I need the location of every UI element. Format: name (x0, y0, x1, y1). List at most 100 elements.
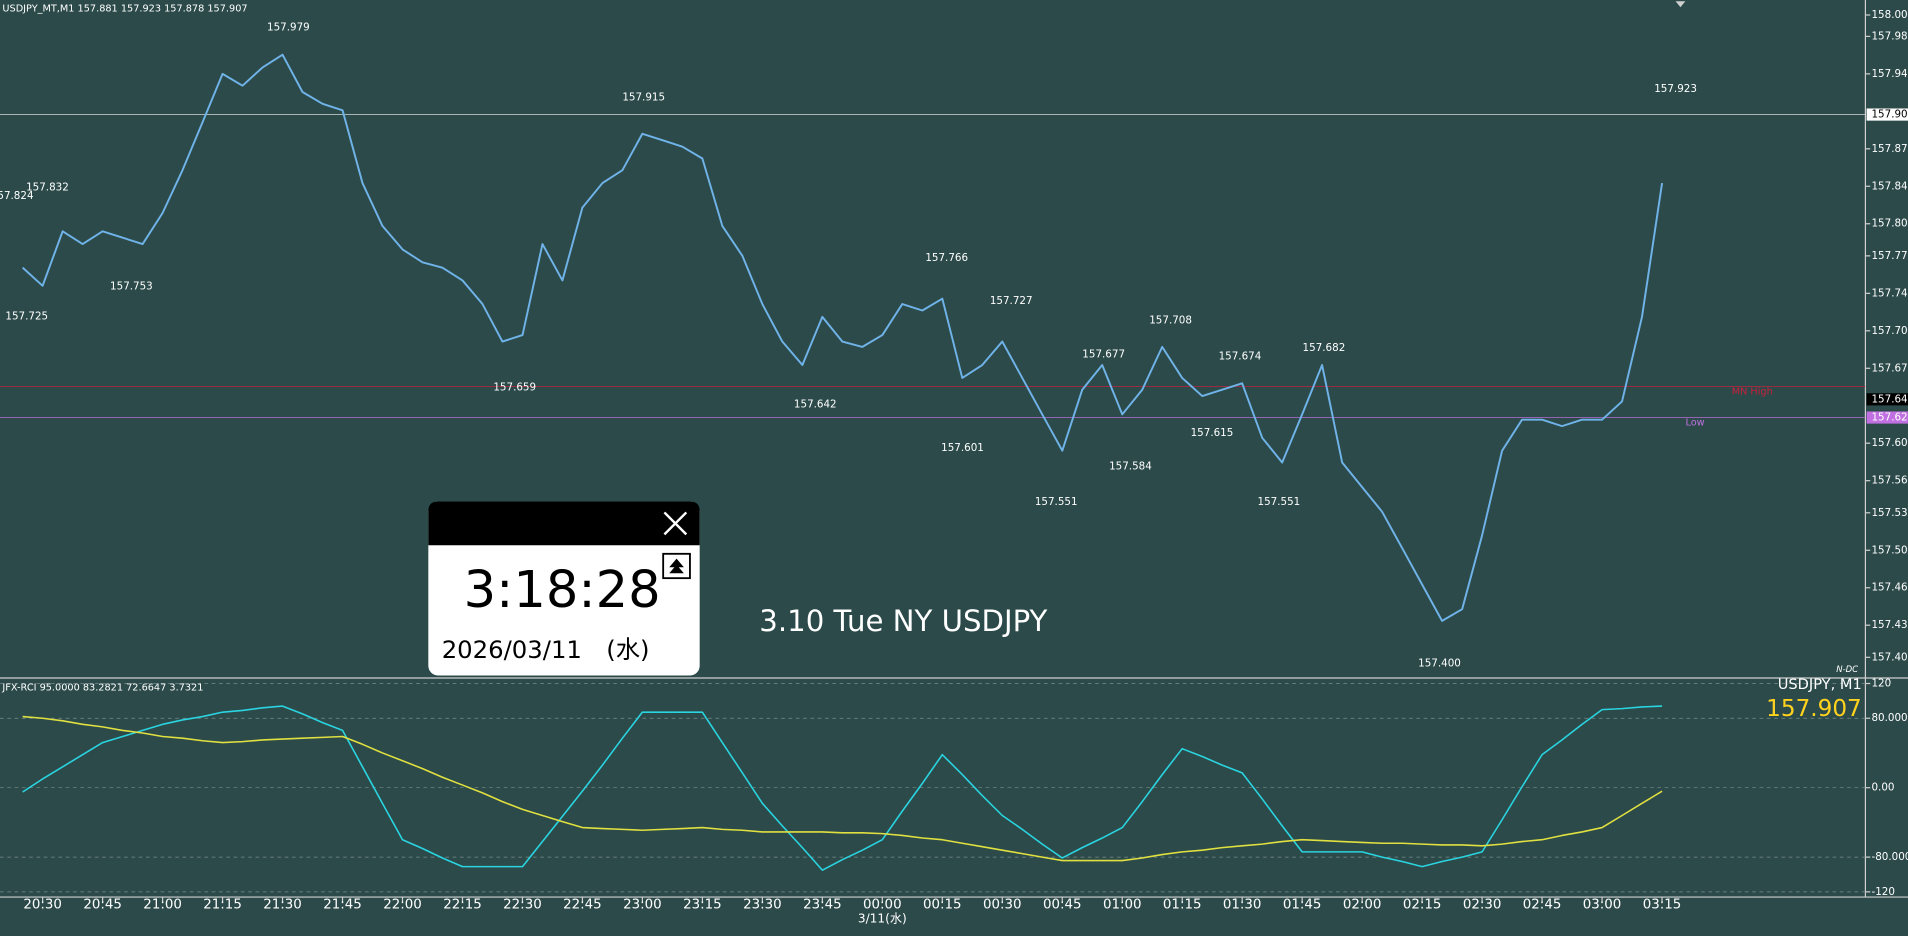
indicator-header: JFX-RCI 95.0000 83.2821 72.6647 3.7321 (1, 683, 203, 694)
level-label: Low (1685, 417, 1704, 428)
price-annotation: 157.766 (925, 252, 968, 264)
y-tick-label: 157.430 (1871, 619, 1908, 631)
clock-popup: 3:18:28 2026/03/11 (水) (428, 501, 700, 676)
y-tick-label: 120 (1871, 678, 1891, 690)
y-tick-label: 157.565 (1871, 475, 1908, 487)
x-tick-label: 00:00 (863, 897, 902, 912)
y-tick-label: 157.775 (1871, 250, 1908, 262)
popup-header (428, 501, 700, 546)
clock-time: 3:18:28 (464, 561, 661, 620)
price-annotation: 157.659 (493, 381, 536, 393)
price-annotation: 157.615 (1191, 427, 1234, 439)
x-tick-label: 01:45 (1283, 897, 1322, 912)
level-label: MN High (1732, 386, 1773, 397)
x-tick-label: 01:00 (1103, 897, 1142, 912)
last-price: 157.907 (1766, 696, 1862, 722)
date-label: 3/11(水) (858, 911, 907, 925)
pin-icon[interactable] (662, 552, 691, 580)
y-tick-label: 157.945 (1871, 68, 1908, 80)
y-tick-label: 157.980 (1871, 30, 1908, 42)
x-tick-label: 21:45 (323, 897, 362, 912)
series-line (21, 53, 1664, 622)
price-marker (1866, 393, 1908, 406)
y-tick-label: 157.600 (1871, 437, 1908, 449)
price-annotation: 157.601 (941, 442, 984, 454)
price-annotation: 157.727 (990, 295, 1033, 307)
x-tick-label: 00:30 (983, 897, 1022, 912)
symbol-label: USDJPY, M1 (1778, 676, 1862, 693)
y-tick-label: 157.400 (1871, 651, 1908, 663)
x-tick-label: 22:15 (443, 897, 482, 912)
x-tick-label: 20:45 (83, 897, 122, 912)
y-tick-label: 157.875 (1871, 143, 1908, 155)
x-tick-label: 21:30 (263, 897, 302, 912)
series-line (22, 705, 1663, 871)
clock-date: 2026/03/11 (水) (442, 635, 650, 664)
price-annotation: 157.682 (1303, 342, 1346, 354)
price-annotation: 157.551 (1258, 496, 1301, 508)
y-tick-label: 80.0000 (1871, 712, 1908, 724)
plot-layer: 158.000 157.980 157.945 157.875 157.840 157.8… (0, 9, 1908, 925)
price-annotation: 157.915 (622, 91, 665, 103)
x-tick-label: 02:00 (1343, 897, 1382, 912)
price-annotation: 157.551 (1035, 496, 1078, 508)
x-tick-label: 23:00 (623, 897, 662, 912)
x-tick-label: 00:45 (1043, 897, 1082, 912)
x-tick-label: 23:45 (803, 897, 842, 912)
x-tick-label: 02:15 (1403, 897, 1442, 912)
logo: N-DC (1836, 665, 1858, 675)
y-tick-label: -80.0000 (1871, 851, 1908, 863)
price-annotation: 157.584 (1109, 460, 1152, 472)
price-annotation: 157.979 (267, 22, 310, 34)
y-tick-label: 157.670 (1871, 362, 1908, 374)
x-tick-label: 22:45 (563, 897, 602, 912)
x-tick-label: 21:00 (143, 897, 182, 912)
series-line (22, 715, 1663, 862)
y-tick-label: 157.705 (1871, 325, 1908, 337)
price-annotation: 157.674 (1219, 351, 1262, 363)
price-annotation: 157.725 (5, 311, 48, 323)
x-tick-label: 23:30 (743, 897, 782, 912)
x-tick-label: 23:15 (683, 897, 722, 912)
y-tick-label: 157.740 (1871, 287, 1908, 299)
chart-header: USDJPY_MT,M1 157.881 157.923 157.878 157… (2, 4, 247, 15)
x-tick-label: 02:45 (1523, 897, 1562, 912)
close-button[interactable] (663, 511, 688, 536)
price-annotation: 157.923 (1654, 83, 1697, 95)
price-marker (1866, 411, 1908, 424)
price-annotation: 157.677 (1082, 349, 1125, 361)
shift-marker (1675, 1, 1686, 8)
price-annotation: 157.832 (26, 182, 69, 194)
price-annotation: 157.642 (794, 398, 837, 410)
price-annotation: 157.824 (0, 190, 34, 202)
x-tick-label: 01:15 (1163, 897, 1202, 912)
chart-title: 3.10 Tue NY USDJPY (759, 604, 1047, 638)
x-tick-label: 21:15 (203, 897, 242, 912)
x-tick-label: 20:30 (23, 897, 62, 912)
pin-arrows (669, 558, 684, 574)
y-tick-label: -120 (1871, 886, 1894, 898)
x-tick-label: 22:00 (383, 897, 422, 912)
y-tick-label: 157.840 (1871, 180, 1908, 192)
current-price-label: 157.907 (1871, 109, 1908, 121)
y-tick-label: 157.535 (1871, 507, 1908, 519)
price-marker-label: 157.641 (1871, 393, 1908, 405)
y-tick-label: 157.500 (1871, 544, 1908, 556)
x-tick-label: 01:30 (1223, 897, 1262, 912)
current-price-box (1866, 108, 1908, 121)
x-tick-label: 03:15 (1643, 897, 1682, 912)
y-tick-label: 157.805 (1871, 218, 1908, 230)
x-tick-label: 22:30 (503, 897, 542, 912)
y-tick-label: 0.00 (1871, 782, 1894, 794)
x-tick-label: 03:00 (1583, 897, 1622, 912)
x-tick-label: 02:30 (1463, 897, 1502, 912)
price-annotation: 157.400 (1418, 657, 1461, 669)
price-annotation: 157.753 (110, 281, 153, 293)
price-annotation: 157.708 (1149, 314, 1192, 326)
y-tick-label: 157.465 (1871, 582, 1908, 594)
x-tick-label: 00:15 (923, 897, 962, 912)
price-marker-label: 157.624 (1871, 412, 1908, 424)
y-tick-label: 158.000 (1871, 9, 1908, 21)
